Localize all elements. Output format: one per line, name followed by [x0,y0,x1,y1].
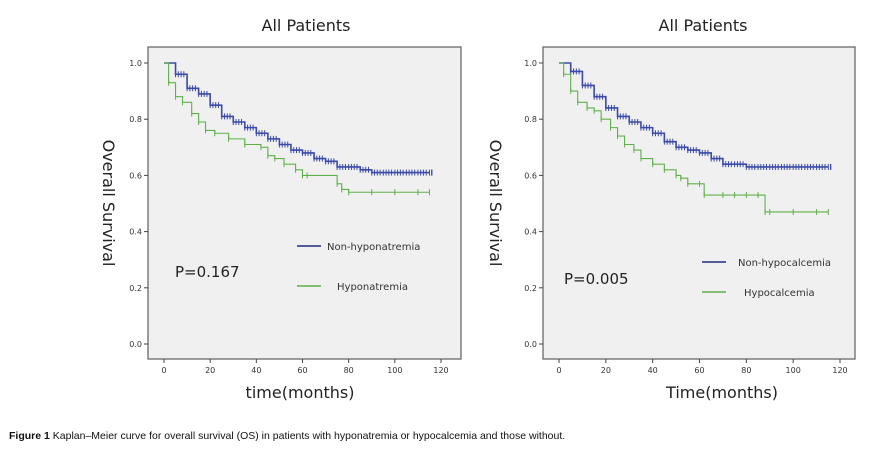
y-axis-label: Overall Survival [486,140,505,267]
x-tick-label: 40 [648,366,658,375]
chart-title: All Patients [262,16,351,35]
x-tick-label: 100 [387,366,402,375]
legend-label: Hypocalcemia [744,288,815,299]
series-line-hyponatremia [164,62,430,193]
x-tick-label: 60 [694,366,704,375]
x-tick-label: 80 [741,366,751,375]
y-tick-label: 0.4 [129,228,142,237]
y-axis-label: Overall Survival [99,140,118,267]
x-tick-label: 40 [251,366,261,375]
x-tick-label: 20 [601,366,611,375]
x-axis-label: Time(months) [665,383,778,402]
legend-label: Non-hyponatremia [327,242,420,253]
x-axis-label: time(months) [246,383,355,402]
p-value-annotation: P=0.167 [175,263,240,281]
km-chart-2: All Patients 0.0 0.2 0.4 0.6 0.8 1.0 0 20 40 60 80 1… [486,16,856,402]
chart-title: All Patients [659,16,748,35]
plot-area [147,46,462,360]
y-tick-label: 0.2 [129,284,142,293]
y-tick-label: 0.0 [524,340,537,349]
y-tick-label: 0.6 [129,171,142,180]
y-tick-label: 0.0 [129,340,142,349]
legend-label: Hyponatremia [337,282,408,293]
y-tick-label: 1.0 [524,59,537,68]
x-tick-label: 0 [161,366,166,375]
y-tick-label: 0.4 [524,228,537,237]
x-tick-label: 80 [344,366,354,375]
x-tick-label: 20 [205,366,215,375]
figure-caption: Figure 1 Kaplan–Meier curve for overall … [9,430,565,442]
y-tick-label: 1.0 [129,59,142,68]
y-tick-label: 0.6 [524,171,537,180]
series-line-non-hypocalcemia [559,62,829,168]
x-tick-label: 100 [786,366,801,375]
plot-area [542,46,856,360]
legend-label: Non-hypocalcemia [738,258,831,269]
x-tick-label: 120 [832,366,847,375]
y-tick-label: 0.8 [524,115,537,124]
y-tick-label: 0.8 [129,115,142,124]
km-chart-1: All Patients 0.0 0.2 0.4 0.6 0.8 1.0 0 20 40 60 80 1… [99,16,462,402]
p-value-annotation: P=0.005 [564,270,629,288]
x-tick-label: 60 [297,366,307,375]
x-tick-label: 120 [433,366,448,375]
x-tick-label: 0 [556,366,561,375]
y-tick-label: 0.2 [524,284,537,293]
caption-text: Kaplan–Meier curve for overall survival … [52,430,566,442]
figure-label: Figure 1 [9,430,50,442]
